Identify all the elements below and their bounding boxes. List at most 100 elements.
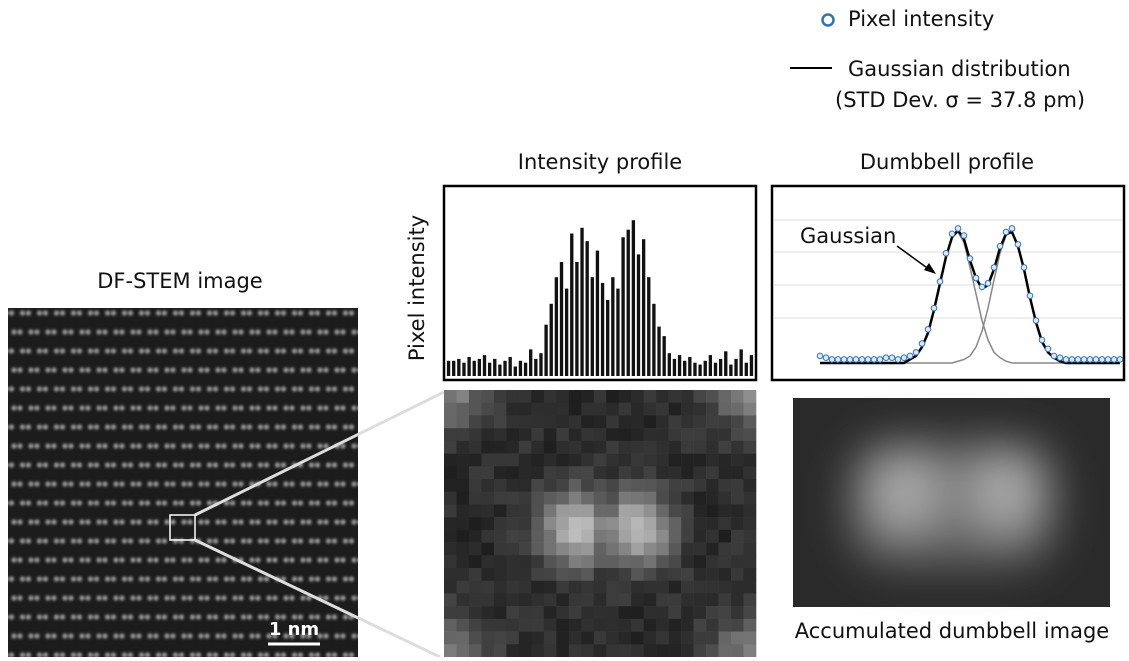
bar (575, 262, 578, 376)
pixel (444, 504, 457, 517)
bar (621, 237, 624, 376)
pixel (519, 479, 532, 492)
pixel (481, 390, 494, 403)
pixel (656, 644, 669, 657)
pixel (644, 644, 657, 657)
pixel (656, 530, 669, 543)
pixel (681, 555, 694, 568)
pixel (681, 632, 694, 645)
pixel (581, 454, 594, 467)
pixel (681, 543, 694, 556)
pixel (556, 530, 569, 543)
pixel (656, 504, 669, 517)
bar (729, 365, 732, 376)
pixel (569, 555, 582, 568)
pixel (519, 504, 532, 517)
pixel (606, 441, 619, 454)
pixel (731, 492, 744, 505)
pixel (681, 619, 694, 632)
pixel (719, 568, 732, 581)
pixel (669, 390, 682, 403)
pixel (594, 428, 607, 441)
bar (560, 262, 563, 376)
pixel (619, 454, 632, 467)
pixel (731, 530, 744, 543)
pixel (631, 479, 644, 492)
pixel (669, 441, 682, 454)
pixel (531, 415, 544, 428)
pixel (456, 441, 469, 454)
pixel (544, 441, 557, 454)
pixel (469, 492, 482, 505)
pixel (469, 441, 482, 454)
pixel (569, 428, 582, 441)
pixel (631, 568, 644, 581)
pixel (619, 479, 632, 492)
pixel (569, 479, 582, 492)
pixel (506, 644, 519, 657)
pixel (631, 593, 644, 606)
pixel (481, 543, 494, 556)
pixel (669, 428, 682, 441)
pixel (569, 415, 582, 428)
pixel (506, 517, 519, 530)
pixel (531, 555, 544, 568)
pixel (619, 441, 632, 454)
pixel (569, 454, 582, 467)
pixel (569, 504, 582, 517)
pixel (669, 555, 682, 568)
pixel (456, 568, 469, 581)
pixel (494, 415, 507, 428)
pixel (606, 606, 619, 619)
pixel (719, 581, 732, 594)
pixel (581, 466, 594, 479)
pixel (544, 403, 557, 416)
pixel (606, 415, 619, 428)
pixel (594, 606, 607, 619)
pixel (719, 454, 732, 467)
pixel (719, 619, 732, 632)
pixel (656, 403, 669, 416)
pixel (544, 492, 557, 505)
pixel (694, 543, 707, 556)
pixel (581, 390, 594, 403)
pixel (681, 454, 694, 467)
pixel (594, 492, 607, 505)
pixel (506, 632, 519, 645)
pixel (681, 390, 694, 403)
pixel (644, 415, 657, 428)
pixel (481, 504, 494, 517)
pixel (581, 428, 594, 441)
pixel (606, 619, 619, 632)
pixel (744, 454, 757, 467)
data-point (925, 327, 931, 333)
bar (688, 357, 691, 376)
pixel (606, 504, 619, 517)
pixel (494, 517, 507, 530)
pixel (456, 593, 469, 606)
data-point (1063, 357, 1069, 363)
pixel (481, 415, 494, 428)
pixel (694, 555, 707, 568)
pixel (644, 390, 657, 403)
pixel (706, 581, 719, 594)
pixel (644, 504, 657, 517)
data-point (979, 284, 985, 290)
pixel (744, 555, 757, 568)
pixel (594, 644, 607, 657)
pixel (719, 403, 732, 416)
pixel (694, 581, 707, 594)
pixel (569, 593, 582, 606)
pixel (581, 644, 594, 657)
pixel (719, 390, 732, 403)
pixel (669, 644, 682, 657)
pixel (444, 479, 457, 492)
pixel (706, 543, 719, 556)
pixel (619, 555, 632, 568)
pixel (581, 555, 594, 568)
pixel (731, 479, 744, 492)
data-point (1039, 337, 1045, 343)
data-point (1069, 357, 1075, 363)
data-point (1057, 355, 1063, 361)
pixel (469, 403, 482, 416)
